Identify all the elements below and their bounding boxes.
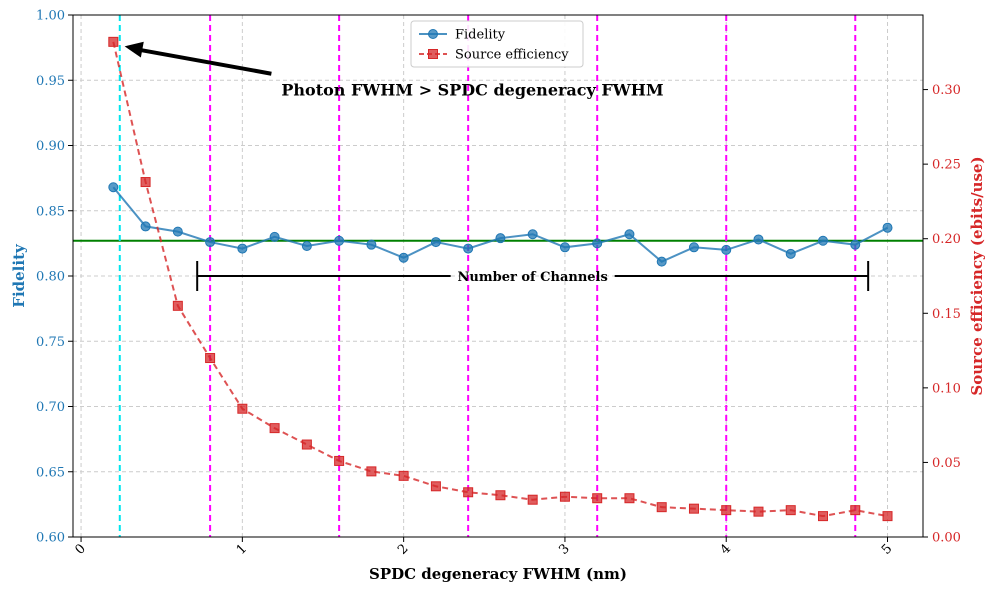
legend-marker-fidelity [428, 29, 438, 39]
x-tick-label: 5 [879, 541, 895, 557]
x-tick-label: 3 [556, 541, 572, 557]
y-left-tick-label: 0.90 [36, 139, 65, 154]
fidelity-point [366, 239, 377, 250]
y-left-tick-label: 0.80 [36, 270, 65, 285]
fidelity-point [688, 242, 699, 253]
y-right-tick-label: 0.20 [932, 232, 961, 247]
fidelity-point [592, 238, 603, 249]
legend-marker-efficiency [428, 49, 438, 59]
x-tick-label: 0 [72, 541, 88, 557]
y-left-tick-label: 0.65 [36, 465, 65, 480]
fidelity-point [818, 235, 828, 246]
efficiency-point [269, 423, 280, 434]
efficiency-point [301, 439, 312, 450]
y-left-tick-label: 0.95 [36, 74, 65, 89]
fidelity-point [495, 233, 506, 244]
fidelity-point [172, 226, 183, 237]
legend-label-efficiency: Source efficiency [455, 48, 569, 63]
legend: Fidelity Source efficiency [410, 20, 584, 68]
fidelity-point [656, 256, 667, 267]
efficiency-point [559, 491, 570, 502]
y-right-tick-label: 0.00 [932, 531, 961, 546]
y-left-tick-label: 0.70 [36, 400, 65, 415]
fidelity-point [398, 252, 409, 263]
y-left-tick-label: 1.00 [36, 9, 65, 24]
fidelity-point [753, 234, 764, 245]
y-left-tick-label: 0.60 [36, 531, 65, 546]
y-right-tick-label: 0.25 [932, 158, 961, 173]
y-left-tick-label: 0.85 [36, 204, 65, 219]
y-right-axis-title: Source efficiency (ebits/use) [968, 156, 986, 395]
fidelity-point [850, 239, 861, 250]
efficiency-point [527, 494, 538, 505]
y-right-tick-label: 0.30 [932, 83, 961, 98]
fidelity-point [559, 242, 570, 253]
y-left-axis-title: Fidelity [10, 243, 28, 308]
y-right-tick-label: 0.10 [932, 381, 961, 396]
efficiency-point [334, 455, 345, 466]
efficiency-point [882, 511, 893, 522]
efficiency-point [624, 493, 635, 504]
x-tick-label: 4 [718, 541, 734, 557]
annotations: Photon FWHM > SPDC degeneracy FWHM Number… [124, 41, 870, 291]
efficiency-point [398, 470, 409, 481]
efficiency-point [172, 300, 183, 311]
x-tick-label: 1 [234, 541, 250, 557]
fidelity-point [140, 221, 151, 232]
fidelity-point [527, 229, 538, 240]
efficiency-point [237, 403, 248, 414]
legend-label-fidelity: Fidelity [455, 28, 506, 43]
efficiency-point [850, 505, 861, 516]
efficiency-point [721, 505, 732, 516]
efficiency-point [818, 511, 828, 522]
efficiency-point [592, 493, 603, 504]
fidelity-point [882, 222, 893, 233]
x-axis-title: SPDC degeneracy FWHM (nm) [369, 565, 627, 583]
y-right-tick-label: 0.05 [932, 456, 961, 471]
x-tick-label: 2 [395, 541, 411, 557]
legend-box [410, 20, 584, 68]
fidelity-point [430, 237, 441, 248]
annotation-arrow-head [124, 41, 144, 58]
efficiency-point [205, 353, 216, 364]
efficiency-point [753, 506, 764, 517]
data-series [108, 36, 893, 522]
fidelity-point [785, 248, 796, 259]
fidelity-point [624, 229, 635, 240]
y-left-tick-label: 0.75 [36, 335, 65, 350]
efficiency-point [688, 503, 699, 514]
fidelity-point [205, 237, 216, 248]
efficiency-point [785, 505, 796, 516]
efficiency-point [656, 502, 667, 513]
annotation-arrow-label: Photon FWHM > SPDC degeneracy FWHM [281, 81, 663, 100]
efficiency-point [463, 487, 474, 498]
fidelity-point [237, 243, 248, 254]
efficiency-point [430, 481, 441, 492]
fidelity-point [269, 231, 280, 242]
efficiency-point [495, 490, 506, 501]
fidelity-point [463, 243, 474, 254]
efficiency-point [366, 466, 377, 477]
bracket-label: Number of Channels [458, 270, 608, 285]
efficiency-point [108, 36, 119, 47]
y-right-tick-label: 0.15 [932, 307, 961, 322]
annotation-arrow-shaft [136, 47, 272, 76]
fidelity-line [112, 186, 888, 263]
fidelity-point [301, 240, 312, 251]
fidelity-point [108, 182, 119, 193]
fidelity-point [721, 244, 732, 255]
fidelity-point [334, 235, 345, 246]
efficiency-point [140, 177, 151, 188]
